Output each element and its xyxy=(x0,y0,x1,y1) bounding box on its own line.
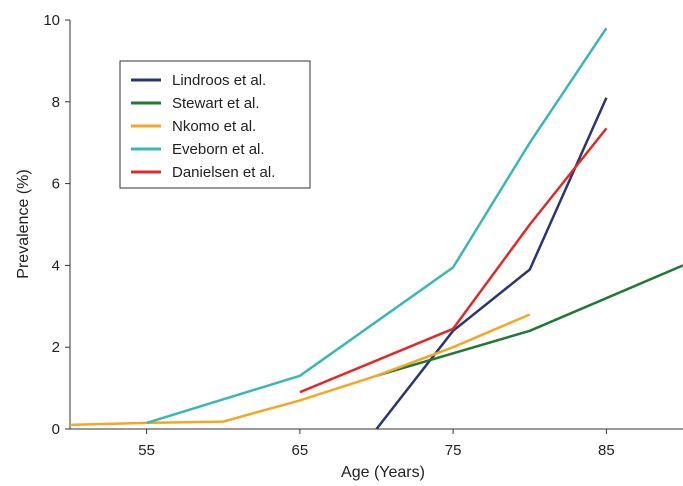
series-line xyxy=(146,27,608,425)
legend-label: Lindroos et al. xyxy=(172,72,266,89)
legend-label: Nkomo et al. xyxy=(172,118,256,135)
series-line xyxy=(375,97,608,430)
y-tick-label: 2 xyxy=(52,339,60,356)
y-tick-label: 6 xyxy=(52,176,60,193)
y-axis-label: Prevalence (%) xyxy=(15,169,32,278)
y-tick-label: 10 xyxy=(43,12,60,29)
legend-label: Danielsen et al. xyxy=(172,164,275,181)
legend: Lindroos et al. Stewart et al. Nkomo et al… xyxy=(119,60,311,189)
x-tick-label: 65 xyxy=(292,442,309,459)
y-tick-label: 4 xyxy=(52,257,60,274)
legend-label: Eveborn et al. xyxy=(172,141,265,158)
x-tick-label: 85 xyxy=(598,442,615,459)
x-tick-label: 75 xyxy=(445,442,462,459)
series-line xyxy=(376,264,683,377)
y-tick-label: 0 xyxy=(52,421,60,438)
x-tick-label: 55 xyxy=(138,442,155,459)
series-line xyxy=(299,127,608,394)
x-ticks: 55 65 75 85 xyxy=(138,429,615,459)
y-tick-label: 8 xyxy=(52,94,60,111)
y-ticks: 0 2 4 6 8 10 xyxy=(43,12,70,438)
x-axis-label: Age (Years) xyxy=(341,464,425,481)
series-lines xyxy=(69,27,683,430)
legend-label: Stewart et al. xyxy=(172,95,260,112)
series-line xyxy=(69,313,531,427)
